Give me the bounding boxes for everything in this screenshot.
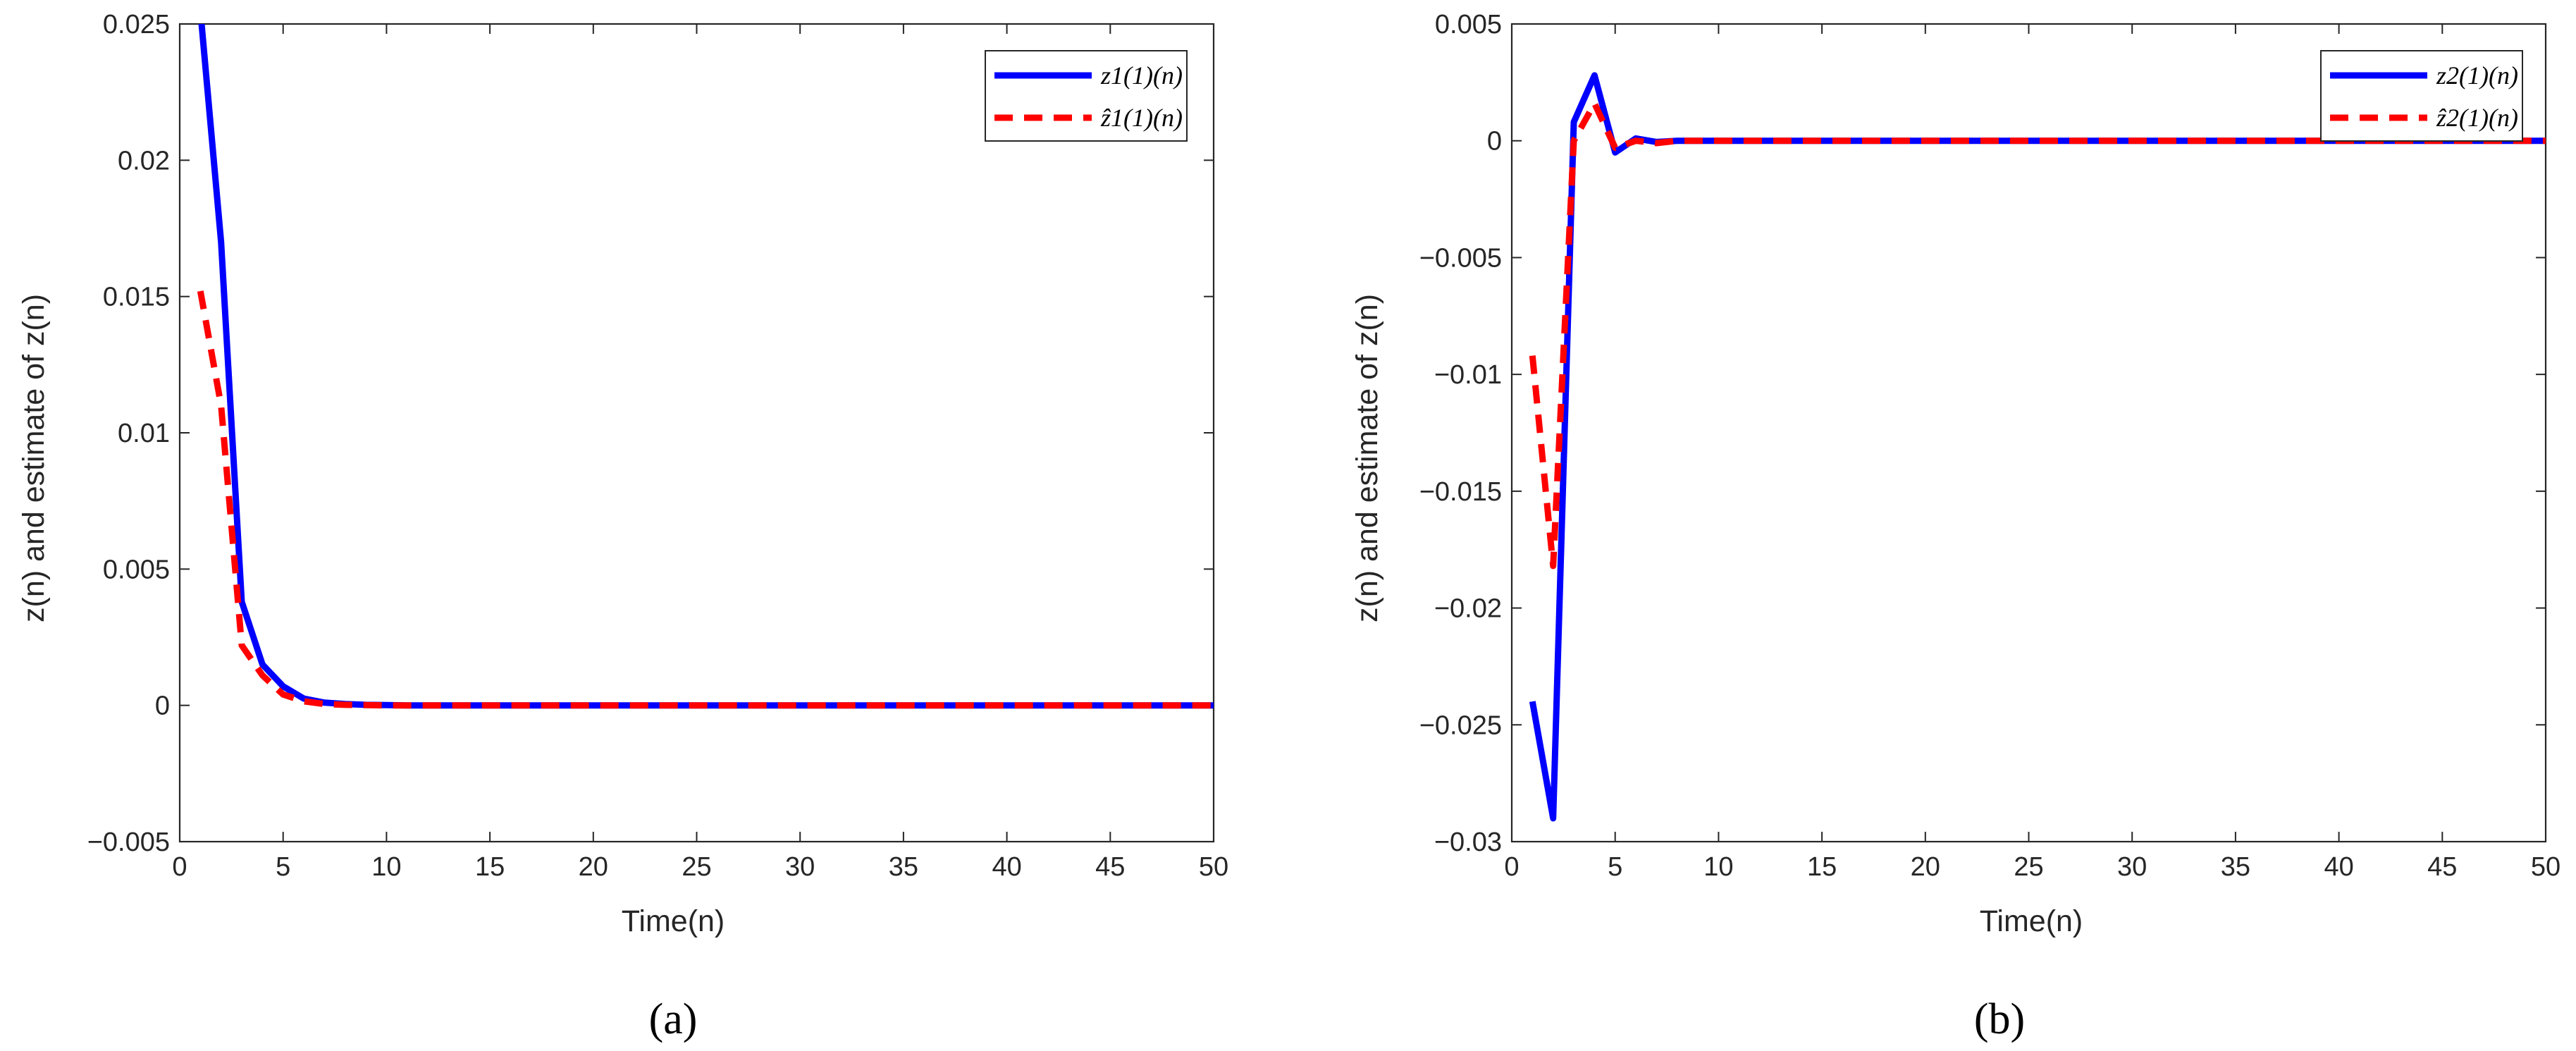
panel-a-x-tick-label: 0 [172,852,187,882]
panel-a-legend-entry-2: ẑ1(1)(n) [1100,104,1183,132]
panel-a-x-tick-label: 25 [682,852,711,882]
panel-a-x-ticks: 0 5 10 15 20 25 30 35 40 45 50 [172,24,1228,882]
panel-b-x-tick-label: 10 [1703,852,1733,882]
panel-a-legend-entry-1: z1(1)(n) [1100,61,1183,90]
panel-a-series [197,24,1214,709]
panel-a-y-axis-title: z(n) and estimate of z(n) [17,294,51,622]
panel-b-x-tick-label: 30 [2117,852,2147,882]
panel-a-x-tick-label: 30 [785,852,815,882]
panel-b-x-tick-label: 45 [2427,852,2457,882]
panel-b-x-tick-label: 40 [2324,852,2353,882]
panel-a-plot-area [178,23,1215,843]
panel-b-legend-entry-1: z2(1)(n) [2436,61,2518,90]
panel-b-y-axis-title: z(n) and estimate of z(n) [1350,294,1384,622]
panel-b-y-tick-label: −0.02 [1434,594,1502,624]
panel-b-y-tick-label: 0.005 [1435,10,1502,39]
panel-a-y-tick-label: 0.02 [118,146,170,176]
panel-a-axes-box [178,23,1215,843]
panel-b-x-tick-label: 20 [1911,852,1940,882]
panel-b-x-axis-title: Time(n) [1980,904,2083,938]
panel-a-x-tick-label: 50 [1199,852,1228,882]
panel-b-y-tick-label: −0.015 [1419,477,1502,507]
panel-a-x-tick-label: 15 [475,852,505,882]
panel-a-x-tick-label: 5 [276,852,290,882]
panel-a-x-tick-label: 35 [889,852,918,882]
panel-b: 0 5 10 15 20 25 30 35 40 45 50 −0.03 −0.025 −0.02 −0.… [1350,10,2560,1043]
panel-a-x-tick-label: 40 [992,852,1021,882]
panel-b-x-tick-label: 25 [2014,852,2043,882]
panel-b-x-ticks: 0 5 10 15 20 25 30 35 40 45 50 [1504,24,2560,882]
panel-b-y-tick-label: −0.025 [1419,711,1502,740]
panel-b-legend-box [2320,50,2523,142]
panel-a-series-estimate-line [197,290,1214,709]
panel-b-y-tick-label: 0 [1487,127,1502,156]
panel-a-y-tick-label: 0.025 [103,10,170,39]
panel-a-x-tick-label: 45 [1095,852,1125,882]
panel-b-y-tick-label: −0.01 [1434,360,1502,390]
panel-a-y-tick-label: 0 [155,692,170,721]
panel-b-x-tick-label: 35 [2221,852,2250,882]
panel-a-y-tick-label: 0.01 [118,419,170,448]
panel-a-x-axis-title: Time(n) [622,904,725,938]
panel-b-y-tick-label: −0.03 [1434,828,1502,857]
panel-a-y-ticks: −0.005 0 0.005 0.01 0.015 0.02 0.025 [87,10,1214,857]
panel-b-x-tick-label: 5 [1608,852,1622,882]
panel-b-x-tick-label: 15 [1807,852,1837,882]
panel-a-y-tick-label: 0.015 [103,283,170,312]
panel-a-legend: z1(1)(n) ẑ1(1)(n) [985,50,1188,142]
panel-a-y-tick-label: −0.005 [87,828,170,857]
panel-a-x-tick-label: 20 [579,852,608,882]
panel-a-label: (a) [649,995,698,1043]
panel-b-x-tick-label: 50 [2531,852,2560,882]
panel-a: 0 5 10 15 20 25 30 35 40 45 50 −0.00500.0050.010.0… [17,10,1228,1043]
panel-b-y-tick-label: −0.005 [1419,243,1502,273]
panel-b-axes-box [1510,23,2547,843]
panel-a-y-tick-label: 0.005 [103,555,170,584]
panel-a-legend-box [985,50,1188,142]
panel-b-label: (b) [1974,995,2025,1043]
panel-b-plot-area [1510,23,2547,843]
panel-a-x-tick-label: 10 [371,852,401,882]
panel-b-x-tick-label: 0 [1504,852,1519,882]
panel-b-legend: z2(1)(n) ẑ2(1)(n) [2320,50,2523,142]
panel-b-legend-entry-2: ẑ2(1)(n) [2436,104,2518,132]
